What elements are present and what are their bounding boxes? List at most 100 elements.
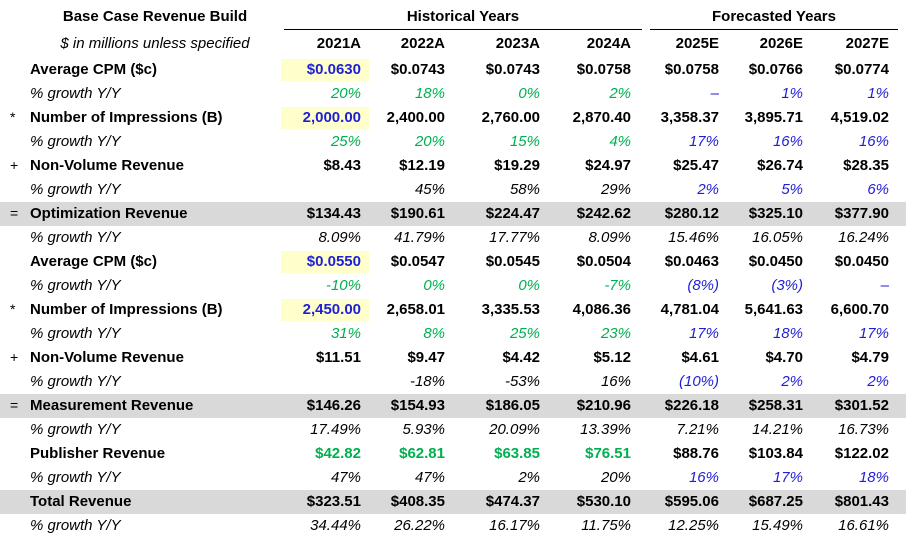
table-row: % growth Y/Y 8.09% 41.79% 17.77% 8.09% 15.46%…: [0, 226, 906, 250]
table-cell: $408.35: [390, 493, 445, 510]
table-cell: 8.09%: [588, 229, 631, 246]
table-row: Publisher Revenue $42.82 $62.81 $63.85 $76.5…: [0, 442, 906, 466]
table-cell: 14.21%: [752, 421, 803, 438]
table-cell: $801.43: [834, 493, 889, 510]
table-cell: –: [710, 85, 719, 102]
table-cell: –: [880, 277, 889, 294]
table-cell: 3,335.53: [481, 301, 540, 318]
table-cell: $9.47: [407, 349, 445, 366]
table-cell: $0.0630: [306, 61, 361, 78]
table-cell: 2%: [867, 373, 889, 390]
table-cell: 16%: [772, 133, 803, 150]
row-label: % growth Y/Y: [30, 421, 121, 438]
table-cell: 45%: [414, 181, 445, 198]
table-cell: $474.37: [485, 493, 540, 510]
table-row: * Number of Impressions (B) 2,000.00 2,400.…: [0, 106, 906, 130]
table-cell: -53%: [504, 373, 540, 390]
table-cell: $42.82: [315, 445, 361, 462]
table-row: % growth Y/Y 20% 18% 0% 2% – 1% 1%: [0, 82, 906, 106]
table-cell: $4.42: [502, 349, 540, 366]
table-cell: $687.25: [748, 493, 803, 510]
row-label: Measurement Revenue: [30, 397, 194, 414]
table-cell: 20.09%: [489, 421, 540, 438]
table-cell: $28.35: [843, 157, 889, 174]
table-cell: $301.52: [834, 397, 889, 414]
table-cell: 4,519.02: [830, 109, 889, 126]
table-cell: $0.0743: [390, 61, 445, 78]
table-cell: 2,400.00: [386, 109, 445, 126]
year-header: 2024A: [586, 35, 631, 52]
table-cell: 4,781.04: [660, 301, 719, 318]
table-cell: 20%: [414, 133, 445, 150]
row-operator: =: [10, 205, 19, 221]
table-cell: $122.02: [834, 445, 889, 462]
historical-underline: [284, 29, 642, 30]
table-row: % growth Y/Y 45% 58% 29% 2% 5% 6%: [0, 178, 906, 202]
year-header: 2026E: [759, 35, 803, 52]
table-cell: 16.05%: [752, 229, 803, 246]
historical-years-header: Historical Years: [406, 8, 520, 25]
table-cell: 16%: [688, 469, 719, 486]
table-cell: $88.76: [673, 445, 719, 462]
table-cell: $12.19: [399, 157, 445, 174]
row-label: Optimization Revenue: [30, 205, 188, 222]
row-label: Publisher Revenue: [30, 445, 166, 462]
table-row: Total Revenue $323.51 $408.35 $474.37 $530.1…: [0, 490, 906, 514]
input-highlight: [281, 251, 369, 273]
table-cell: 0%: [518, 277, 540, 294]
table-cell: 20%: [600, 469, 631, 486]
row-operator: *: [10, 301, 16, 317]
table-cell: 5,641.63: [744, 301, 803, 318]
table-cell: 58%: [509, 181, 540, 198]
table-cell: $0.0463: [664, 253, 719, 270]
table-row: = Optimization Revenue $134.43 $190.61 $224.…: [0, 202, 906, 226]
table-cell: $0.0504: [576, 253, 631, 270]
row-label: % growth Y/Y: [30, 325, 121, 342]
table-cell: $103.84: [748, 445, 803, 462]
table-cell: 17.77%: [489, 229, 540, 246]
table-cell: 2%: [781, 373, 803, 390]
table-cell: 13.39%: [580, 421, 631, 438]
table-cell: $25.47: [673, 157, 719, 174]
table-cell: $530.10: [576, 493, 631, 510]
table-cell: -10%: [325, 277, 361, 294]
table-cell: 5%: [781, 181, 803, 198]
table-cell: $0.0766: [748, 61, 803, 78]
table-cell: 34.44%: [310, 517, 361, 534]
table-cell: 31%: [330, 325, 361, 342]
table-cell: $24.97: [585, 157, 631, 174]
table-cell: 15.49%: [752, 517, 803, 534]
table-cell: $242.62: [576, 205, 631, 222]
table-cell: 29%: [600, 181, 631, 198]
table-cell: 17%: [688, 325, 719, 342]
table-cell: 41.79%: [394, 229, 445, 246]
table-cell: 2,450.00: [302, 301, 361, 318]
table-cell: 6%: [867, 181, 889, 198]
row-operator: +: [10, 157, 19, 173]
table-cell: 8.09%: [318, 229, 361, 246]
table-cell: $280.12: [664, 205, 719, 222]
row-label: Non-Volume Revenue: [30, 157, 184, 174]
row-label: Average CPM ($c): [30, 61, 157, 78]
table-cell: $134.43: [306, 205, 361, 222]
table-cell: $26.74: [757, 157, 803, 174]
input-highlight: [281, 59, 369, 81]
table-cell: 25%: [509, 325, 540, 342]
row-label: Total Revenue: [30, 493, 132, 510]
row-label: % growth Y/Y: [30, 133, 121, 150]
row-label: % growth Y/Y: [30, 229, 121, 246]
table-cell: 16.73%: [838, 421, 889, 438]
table-cell: $154.93: [390, 397, 445, 414]
table-cell: $0.0450: [834, 253, 889, 270]
table-cell: 15%: [509, 133, 540, 150]
table-cell: 16.24%: [838, 229, 889, 246]
table-cell: $0.0450: [748, 253, 803, 270]
table-cell: $323.51: [306, 493, 361, 510]
row-label: % growth Y/Y: [30, 181, 121, 198]
year-header: 2025E: [675, 35, 719, 52]
table-row: % growth Y/Y 34.44% 26.22% 16.17% 11.75% 12.2…: [0, 514, 906, 538]
table-cell: 8%: [423, 325, 445, 342]
table-cell: 16.17%: [489, 517, 540, 534]
table-cell: $377.90: [834, 205, 889, 222]
table-cell: 2%: [697, 181, 719, 198]
